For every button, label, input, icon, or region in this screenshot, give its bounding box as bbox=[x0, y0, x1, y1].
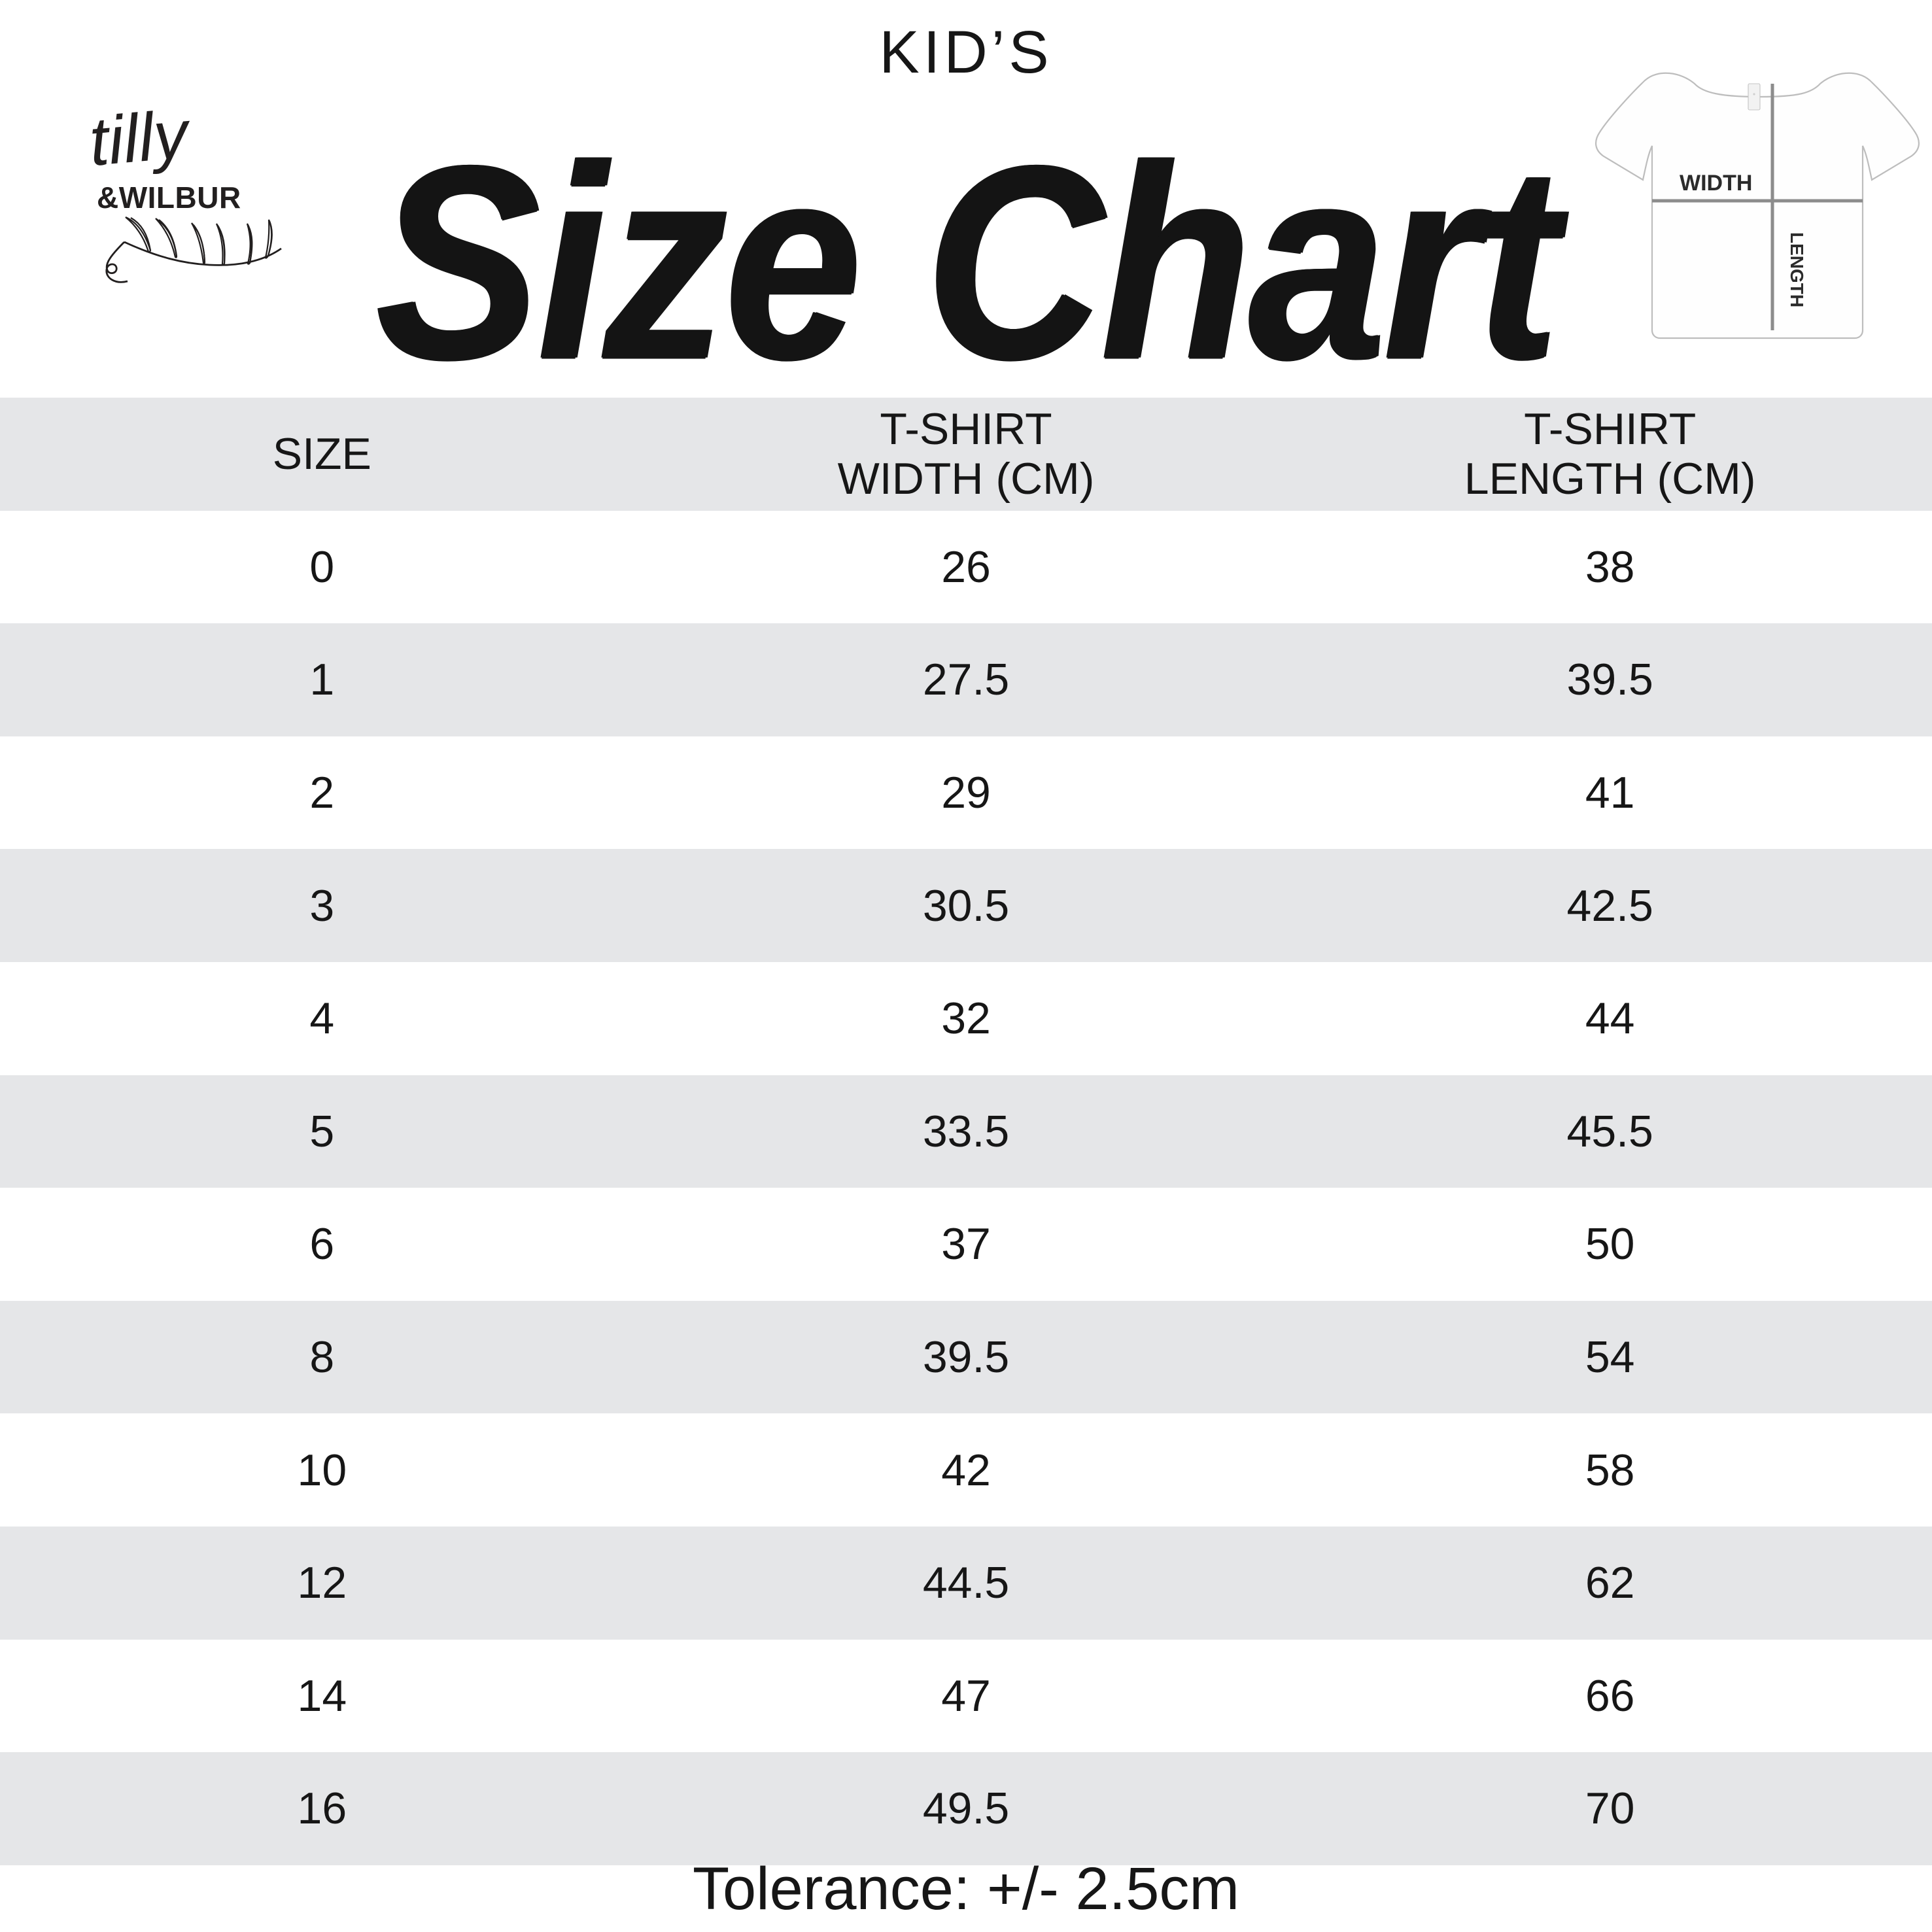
svg-text:WIDTH: WIDTH bbox=[1680, 171, 1752, 196]
svg-text:LENGTH: LENGTH bbox=[1787, 232, 1807, 307]
